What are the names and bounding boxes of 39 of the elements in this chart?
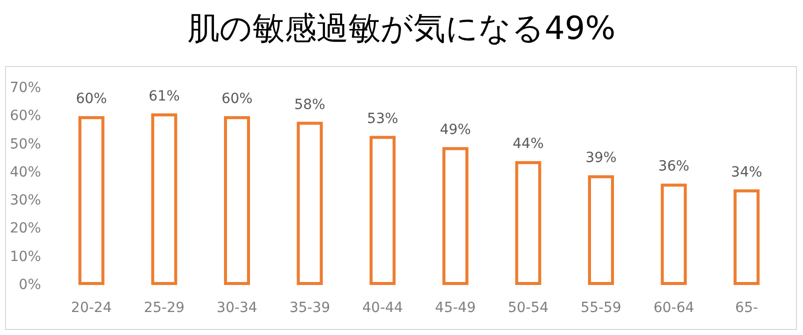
data-label: 39% <box>585 150 617 166</box>
bar <box>734 189 760 285</box>
data-label: 61% <box>148 88 180 104</box>
bar <box>224 116 250 285</box>
y-tick-label: 0% <box>18 277 41 293</box>
bar <box>78 116 104 285</box>
bar <box>515 161 542 285</box>
x-tick-label: 40-44 <box>362 300 404 316</box>
x-tick-label: 25-29 <box>144 300 185 316</box>
x-tick-label: 45-49 <box>435 300 476 316</box>
data-label: 60% <box>221 91 253 108</box>
data-label: 60% <box>76 91 107 108</box>
y-tick-label: 40% <box>10 164 41 180</box>
data-label: 44% <box>512 136 544 152</box>
y-tick-label: 10% <box>10 248 41 265</box>
bar <box>296 122 323 285</box>
bar <box>151 113 178 285</box>
x-tick-label: 20-24 <box>71 300 112 316</box>
bar <box>370 136 396 285</box>
y-tick-label: 50% <box>10 136 41 152</box>
data-label: 58% <box>294 96 326 113</box>
x-tick-label: 35-39 <box>289 300 330 316</box>
x-tick-label: 30-34 <box>216 300 258 316</box>
data-label: 53% <box>367 110 398 127</box>
x-tick-label: 60-64 <box>653 300 694 316</box>
data-label: 49% <box>440 122 471 138</box>
chart-title: 肌の敏感過敏が気になる49% <box>186 8 617 48</box>
data-label: 36% <box>658 158 690 175</box>
data-label: 34% <box>731 164 762 180</box>
bar <box>588 175 614 285</box>
y-tick-label: 70% <box>10 80 41 96</box>
x-tick-label: 55-59 <box>580 300 622 316</box>
y-tick-label: 30% <box>10 192 41 209</box>
bar <box>442 147 468 285</box>
x-tick-label: 65- <box>735 300 758 316</box>
bar <box>660 184 687 285</box>
x-tick-label: 50-54 <box>508 300 549 316</box>
y-tick-label: 60% <box>10 108 41 124</box>
y-tick-label: 20% <box>10 220 41 237</box>
